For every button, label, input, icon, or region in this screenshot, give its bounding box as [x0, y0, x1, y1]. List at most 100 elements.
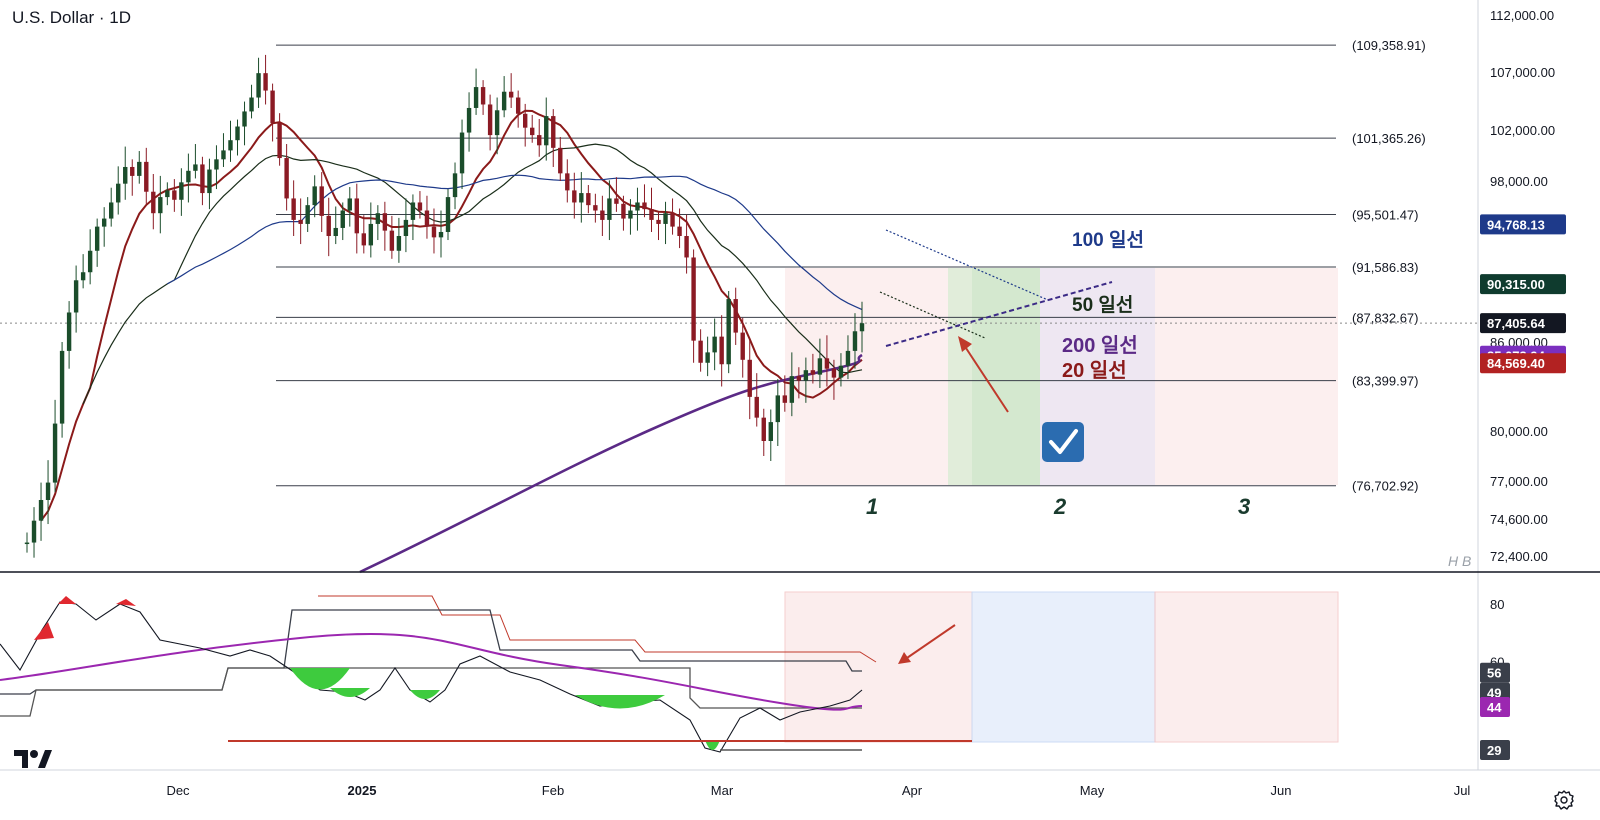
checkbox-checked-icon — [1042, 422, 1084, 462]
candle-body — [144, 161, 149, 192]
candle-body — [73, 280, 79, 313]
candle-body — [438, 231, 444, 238]
candle-body — [354, 198, 359, 234]
candle-body — [410, 202, 416, 220]
candle-body — [782, 395, 788, 403]
candle-body — [123, 166, 128, 184]
time-axis-tick: Dec — [166, 783, 190, 798]
candle-body — [859, 323, 865, 332]
candle-body — [726, 299, 731, 365]
candle-body — [670, 213, 675, 227]
candle-body — [558, 147, 563, 174]
candle-body — [466, 107, 472, 133]
candle-body — [740, 332, 745, 360]
candle-body — [600, 210, 605, 220]
candle-body — [593, 205, 598, 211]
osc-overbought-fill — [116, 599, 136, 606]
candle-body — [473, 87, 479, 108]
candle-body — [775, 395, 780, 423]
osc-arrow-shaft — [903, 624, 956, 661]
time-axis-tick: Mar — [711, 783, 734, 798]
osc-oversold-fill — [575, 695, 665, 709]
candle-body — [508, 91, 514, 98]
candle-body — [312, 186, 317, 206]
price-axis-tick: 102,000.00 — [1490, 123, 1555, 138]
candle-body — [52, 423, 58, 483]
projection-100-line — [885, 229, 1049, 301]
candle-body — [66, 312, 72, 351]
candle-body — [796, 376, 802, 381]
candle-body — [544, 116, 549, 146]
osc-lower-band — [0, 667, 862, 717]
price-level-label: (76,702.92) — [1352, 479, 1419, 494]
candle-body — [810, 370, 816, 375]
candle-body — [242, 111, 247, 127]
ma-100-line — [167, 174, 863, 311]
price-axis-tick: 77,000.00 — [1490, 474, 1548, 489]
candle-body — [656, 219, 661, 224]
candle-body — [158, 197, 163, 214]
candle-body — [277, 123, 282, 159]
candle-body — [642, 202, 647, 210]
price-tag-label: 87,405.64 — [1487, 316, 1546, 331]
candle-body — [326, 215, 331, 237]
settings-gear-icon[interactable] — [1554, 790, 1574, 810]
candle-body — [684, 236, 689, 258]
candle-body — [109, 202, 114, 219]
osc-value-label: 49 — [1487, 686, 1501, 701]
candle-body — [530, 127, 535, 136]
candle-body — [389, 230, 395, 251]
wave-label: 3 — [1238, 494, 1250, 519]
candle-body — [754, 396, 759, 418]
time-axis-tick: 2025 — [348, 783, 377, 798]
candle-body — [151, 191, 156, 214]
time-axis-tick: Jul — [1454, 783, 1471, 798]
osc-axis-tick: 80 — [1490, 597, 1504, 612]
candle-body — [137, 161, 142, 176]
candle-body — [747, 359, 752, 397]
candle-body — [459, 132, 465, 174]
zone-2-green-inner — [972, 268, 1040, 485]
candle-body — [579, 193, 584, 203]
osc-main-line — [0, 601, 863, 753]
candle-body — [831, 368, 837, 378]
checkmark-icon — [1049, 429, 1078, 454]
candle-body — [838, 365, 844, 378]
candle-body — [768, 422, 773, 441]
price-axis-tick: 80,000.00 — [1490, 424, 1548, 439]
candle-body — [635, 202, 640, 211]
candle-body — [375, 213, 381, 224]
candle-body — [614, 198, 619, 204]
candle-body — [38, 500, 44, 521]
candle-body — [228, 140, 233, 151]
price-tag-badge — [1480, 313, 1566, 334]
time-axis-tick: Apr — [902, 783, 923, 798]
candle-body — [698, 340, 703, 363]
candle-body — [761, 417, 766, 441]
projection-200-line — [885, 281, 1113, 347]
candle-body — [347, 198, 352, 211]
osc-arrow-head-icon — [898, 652, 911, 664]
candle-body — [789, 376, 795, 403]
candle-body — [200, 164, 205, 194]
candle-body — [537, 135, 542, 146]
price-axis-tick: 107,000.00 — [1490, 65, 1555, 80]
candle-body — [291, 198, 296, 220]
candle-body — [284, 158, 289, 199]
candle-body — [87, 250, 93, 273]
osc-oversold-fill — [410, 690, 440, 699]
candle-body — [677, 226, 682, 237]
osc-value-badge — [1480, 662, 1510, 683]
price-level-label: (91,586.83) — [1352, 260, 1419, 275]
candle-body — [607, 198, 612, 220]
candle-body — [817, 358, 823, 375]
candle-body — [31, 520, 37, 543]
candle-body — [45, 482, 51, 500]
price-axis-tick: 112,000.00 — [1490, 8, 1554, 23]
arrow-shaft — [961, 341, 1009, 413]
candle-body — [101, 218, 107, 227]
time-axis-tick: Feb — [542, 783, 564, 798]
price-tag-label: 94,768.13 — [1487, 217, 1545, 232]
candle-body — [417, 202, 423, 211]
